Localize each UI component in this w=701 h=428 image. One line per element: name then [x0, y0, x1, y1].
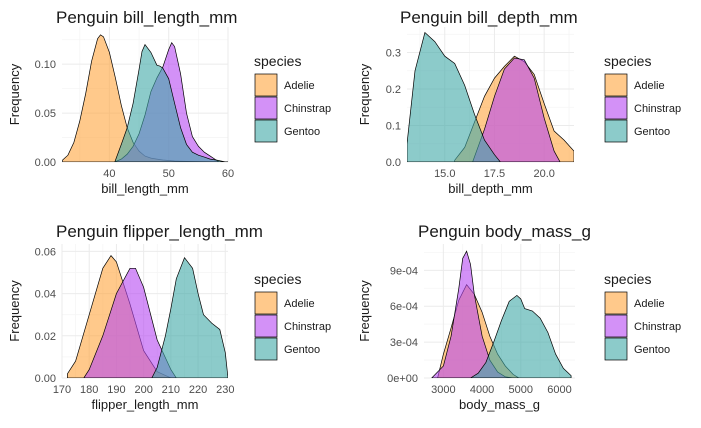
y-tick-label: 0.00: [35, 373, 56, 385]
density-layer: [62, 34, 228, 162]
density-layer: [431, 250, 572, 378]
chart-panel-1: 40 50 60 0.00 0.05 0.10 Penguin bill_length_mm…: [7, 8, 331, 196]
chart-panel-4: 3000 4000 5000 6000 0e+00 3e-04 6e-04 9e-04 Peng…: [357, 222, 681, 412]
x-tick-label: 190: [107, 384, 125, 396]
legend-title: species: [254, 271, 301, 287]
legend-label-adelie: Adelie: [634, 80, 665, 92]
legend-label-adelie: Adelie: [634, 298, 665, 310]
legend-label-gentoo: Gentoo: [634, 126, 670, 138]
x-tick-label: 60: [222, 168, 234, 180]
legend-key-gentoo: [254, 337, 278, 361]
y-axis-title: Frequency: [357, 63, 372, 125]
y-tick-label: 0.02: [35, 331, 56, 343]
y-tick-label: 0.00: [35, 157, 56, 169]
x-tick-label: 15.0: [434, 168, 455, 180]
x-axis-title: body_mass_g: [459, 397, 540, 412]
chart-title: Penguin body_mass_g: [418, 222, 591, 241]
y-axis-title: Frequency: [7, 280, 22, 342]
legend-key-gentoo: [604, 337, 628, 361]
density-layer: [67, 255, 228, 378]
density-gentoo: [469, 294, 572, 378]
legend-key-adelie: [254, 73, 278, 97]
x-axis-title: bill_depth_mm: [448, 181, 533, 196]
y-tick-label: 0.3: [386, 48, 401, 60]
legend-title: species: [254, 53, 301, 69]
y-tick-label: 0.05: [35, 108, 56, 120]
chart-panel-2: 15.0 17.5 20.0 0.0 0.1 0.2 0.3 Penguin bill_dep…: [357, 8, 681, 196]
x-tick-label: 6000: [547, 384, 571, 396]
x-axis-title: bill_length_mm: [101, 181, 188, 196]
legend: species Adelie Chinstrap Gentoo: [254, 53, 331, 143]
x-tick-label: 180: [80, 384, 98, 396]
y-tick-label: 0.2: [386, 84, 401, 96]
legend-label-adelie: Adelie: [284, 298, 315, 310]
x-axis-title: flipper_length_mm: [92, 397, 199, 412]
y-tick-label: 6e-04: [390, 301, 418, 313]
density-gentoo: [407, 31, 501, 162]
x-tick-label: 20.0: [533, 168, 554, 180]
y-tick-label: 3e-04: [390, 337, 418, 349]
legend-label-chinstrap: Chinstrap: [284, 103, 331, 115]
legend-label-chinstrap: Chinstrap: [634, 103, 681, 115]
y-tick-label: 0.10: [35, 59, 56, 71]
chart-title: Penguin bill_depth_mm: [400, 8, 578, 27]
x-tick-label: 170: [53, 384, 71, 396]
legend: species Adelie Chinstrap Gentoo: [604, 53, 681, 143]
x-tick-label: 40: [103, 168, 115, 180]
x-tick-label: 210: [162, 384, 180, 396]
legend-label-gentoo: Gentoo: [634, 344, 670, 356]
legend-key-chinstrap: [254, 314, 278, 338]
legend-key-adelie: [604, 73, 628, 97]
legend-key-gentoo: [254, 119, 278, 143]
density-gentoo: [114, 43, 226, 162]
x-tick-label: 220: [189, 384, 207, 396]
y-tick-label: 0.04: [35, 289, 56, 301]
legend-label-gentoo: Gentoo: [284, 344, 320, 356]
chart-title: Penguin bill_length_mm: [56, 8, 237, 27]
legend: species Adelie Chinstrap Gentoo: [604, 271, 681, 361]
legend-label-chinstrap: Chinstrap: [284, 321, 331, 333]
legend-label-chinstrap: Chinstrap: [634, 321, 681, 333]
y-tick-label: 9e-04: [390, 265, 418, 277]
legend-label-gentoo: Gentoo: [284, 126, 320, 138]
density-chinstrap: [472, 57, 561, 162]
legend-key-chinstrap: [604, 314, 628, 338]
density-gentoo: [151, 256, 228, 378]
legend-label-adelie: Adelie: [284, 80, 315, 92]
density-layer: [407, 31, 574, 162]
legend-key-chinstrap: [604, 96, 628, 120]
chart-panel-3: 170 180 190 200 210 220 230 0.00 0.02 0.04 0.06Pen…: [7, 222, 331, 412]
legend-key-chinstrap: [254, 96, 278, 120]
y-axis-title: Frequency: [7, 63, 22, 125]
x-tick-label: 17.5: [484, 168, 505, 180]
legend-key-adelie: [254, 291, 278, 315]
legend-title: species: [604, 53, 651, 69]
chart-title: Penguin flipper_length_mm: [56, 222, 263, 241]
x-tick-label: 4000: [470, 384, 494, 396]
legend-title: species: [604, 271, 651, 287]
legend-key-gentoo: [604, 119, 628, 143]
y-axis-title: Frequency: [357, 280, 372, 342]
y-tick-label: 0e+00: [387, 373, 418, 385]
y-tick-label: 0.0: [386, 157, 401, 169]
y-tick-label: 0.1: [386, 121, 401, 133]
y-tick-label: 0.06: [35, 246, 56, 258]
x-tick-label: 50: [163, 168, 175, 180]
x-tick-label: 200: [134, 384, 152, 396]
legend-key-adelie: [604, 291, 628, 315]
x-tick-label: 5000: [509, 384, 533, 396]
legend: species Adelie Chinstrap Gentoo: [254, 271, 331, 361]
x-tick-label: 3000: [431, 384, 455, 396]
x-tick-label: 230: [216, 384, 234, 396]
